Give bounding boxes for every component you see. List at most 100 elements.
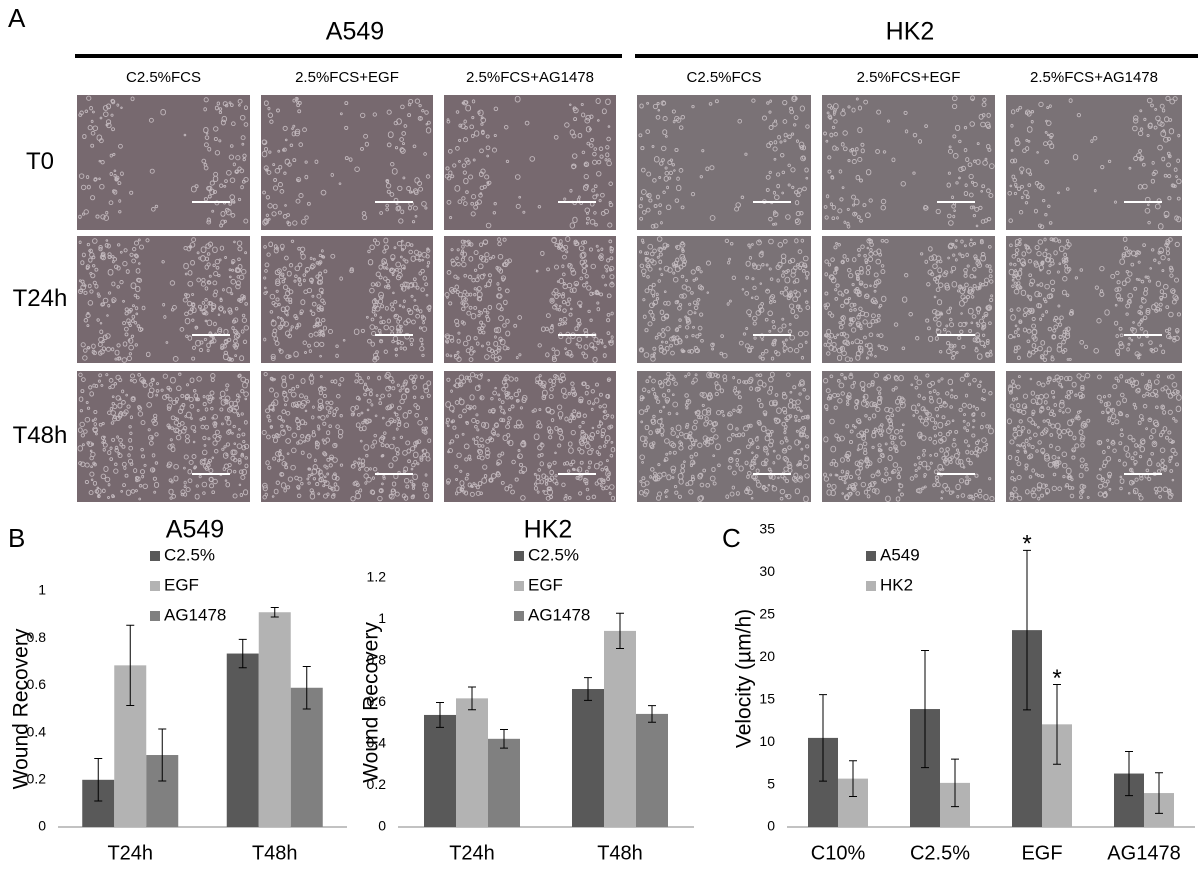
condition-label: 2.5%FCS+AG1478	[466, 69, 594, 86]
micrograph	[637, 371, 811, 502]
legend-swatch	[866, 581, 876, 591]
legend-label: C2.5%	[528, 545, 579, 564]
cells	[77, 237, 249, 363]
condition-label: 2.5%FCS+EGF	[857, 69, 961, 86]
legend-label: AG1478	[528, 605, 590, 624]
cells	[823, 95, 995, 229]
legend-swatch	[150, 581, 160, 591]
y-tick-label: 1	[378, 610, 386, 626]
y-tick-label: 30	[759, 563, 775, 579]
micrograph	[1006, 371, 1182, 502]
y-tick-label: 0.8	[367, 652, 387, 668]
cells	[823, 238, 994, 362]
y-tick-label: 1.2	[367, 569, 387, 585]
legend-label: C2.5%	[164, 545, 215, 564]
cell-line-header: A549	[326, 18, 384, 46]
legend-label: AG1478	[164, 605, 226, 624]
cells	[1007, 95, 1182, 230]
legend-swatch	[514, 551, 524, 561]
condition-label: C2.5%FCS	[686, 69, 761, 86]
error-bar	[500, 728, 508, 749]
legend-swatch	[514, 581, 524, 591]
cells	[263, 237, 432, 363]
legend-swatch	[150, 551, 160, 561]
cells	[78, 95, 249, 228]
micrograph	[261, 371, 433, 502]
error-bar	[951, 758, 959, 808]
micrograph	[822, 95, 995, 230]
error-bar	[238, 638, 247, 669]
x-tick-label: T24h	[107, 842, 153, 864]
timepoint-label: T0	[26, 148, 54, 175]
error-bar	[819, 694, 827, 782]
y-tick-label: 0	[38, 818, 46, 834]
error-bar	[468, 686, 476, 711]
panel-label: A	[8, 3, 26, 33]
bar	[604, 630, 636, 827]
micrograph	[1006, 95, 1182, 230]
x-tick-label: C2.5%	[910, 842, 970, 864]
cells	[77, 372, 250, 501]
significance-marker: *	[1052, 665, 1061, 692]
cells	[1008, 236, 1182, 362]
y-tick-label: 0.6	[367, 693, 387, 709]
y-axis-label: Velocity (µm/h)	[733, 609, 756, 748]
error-bar	[1053, 683, 1061, 765]
bar	[226, 653, 259, 827]
cells	[444, 95, 614, 229]
cells	[638, 371, 810, 503]
y-axis-label: Wound Recovery	[10, 628, 33, 789]
error-bar	[126, 624, 135, 706]
x-tick-label: T48h	[597, 842, 643, 864]
error-bar	[436, 702, 444, 728]
x-tick-label: AG1478	[1107, 842, 1180, 864]
cells	[445, 372, 616, 501]
bar	[636, 713, 668, 827]
legend-label: A549	[880, 545, 920, 564]
error-bar	[1155, 772, 1163, 814]
cells	[261, 96, 432, 227]
timepoint-label: T48h	[13, 422, 68, 449]
x-tick-label: C10%	[811, 842, 866, 864]
legend-label: EGF	[164, 575, 199, 594]
micrograph	[1006, 236, 1182, 363]
error-bar	[158, 728, 167, 782]
cells	[1007, 372, 1182, 501]
chart-title: HK2	[524, 516, 573, 544]
bar	[456, 698, 488, 827]
condition-label: 2.5%FCS+EGF	[295, 69, 399, 86]
micrograph	[261, 236, 433, 363]
legend-swatch	[514, 611, 524, 621]
panel-label: C	[722, 523, 741, 553]
y-tick-label: 0.2	[27, 771, 47, 787]
error-bar	[94, 758, 103, 802]
condition-label: 2.5%FCS+AG1478	[1030, 69, 1158, 86]
y-tick-label: 5	[767, 775, 775, 791]
legend-swatch	[150, 611, 160, 621]
legend-label: EGF	[528, 575, 563, 594]
y-tick-label: 0	[767, 818, 775, 834]
legend-label: HK2	[880, 575, 913, 594]
y-tick-label: 0.4	[367, 735, 387, 751]
error-bar	[616, 612, 624, 650]
error-bar	[849, 760, 857, 797]
x-tick-label: T24h	[449, 842, 495, 864]
significance-marker: *	[1022, 531, 1031, 558]
chart-title: A549	[166, 516, 224, 544]
y-tick-label: 1	[38, 582, 46, 598]
timepoint-label: T24h	[13, 285, 68, 312]
x-tick-label: T48h	[252, 842, 298, 864]
y-tick-label: 0.2	[367, 776, 387, 792]
y-tick-label: 0.6	[27, 676, 47, 692]
error-bar	[1125, 750, 1133, 797]
cell-line-header: HK2	[886, 18, 935, 46]
error-bar	[270, 607, 279, 618]
y-tick-label: 0.4	[27, 723, 47, 739]
x-tick-label: EGF	[1021, 842, 1062, 864]
y-tick-label: 25	[759, 606, 775, 622]
cells	[638, 236, 811, 362]
y-tick-label: 15	[759, 690, 775, 706]
y-tick-label: 0	[378, 818, 386, 834]
y-axis-label: Wound Recovery	[360, 622, 383, 783]
legend-swatch	[866, 551, 876, 561]
